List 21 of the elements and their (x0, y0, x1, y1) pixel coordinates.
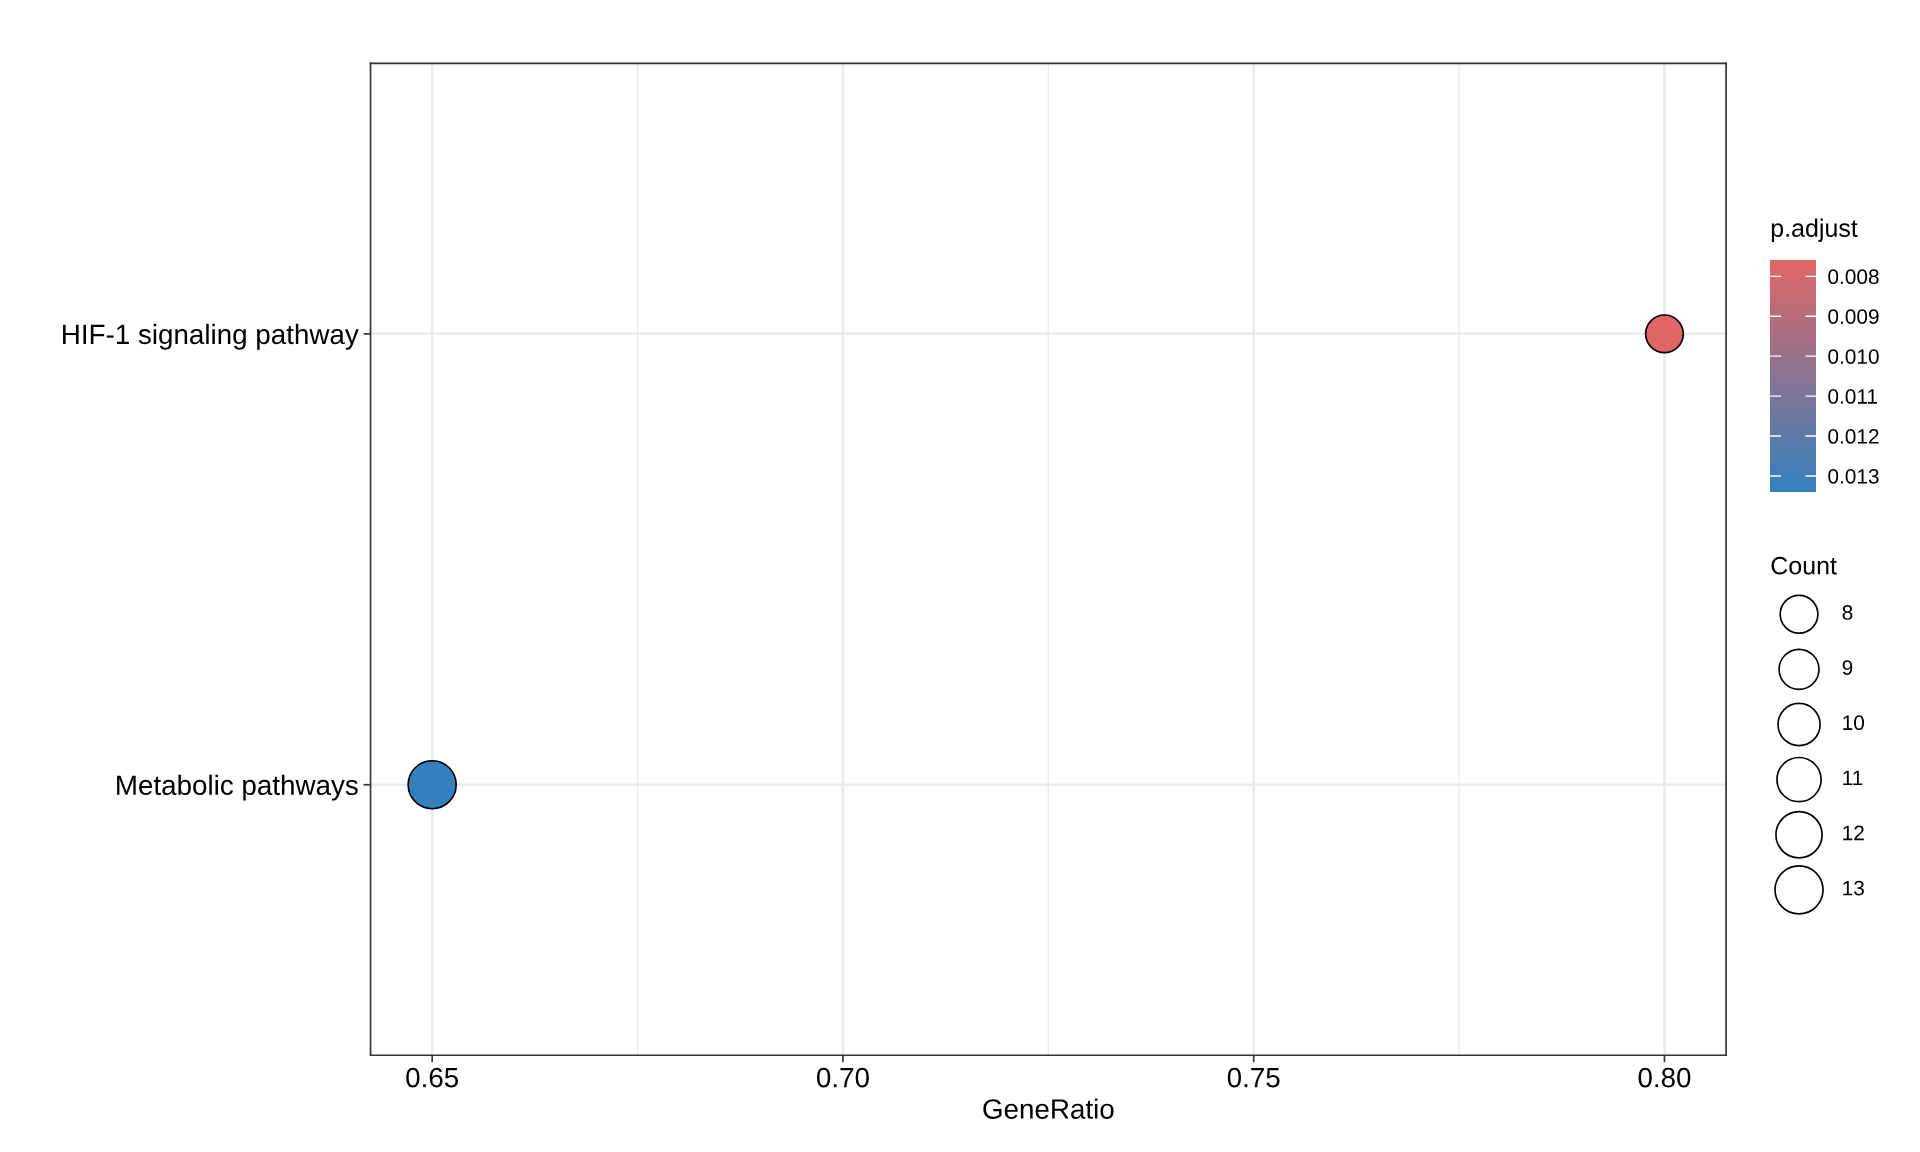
y-tick-label: Metabolic pathways (117, 774, 358, 801)
legend-label: 9 (1842, 660, 1853, 675)
x-tick-label: 0.65 (406, 1067, 459, 1088)
legend-label: 11 (1843, 770, 1863, 785)
color-bar-label: 0.009 (1828, 309, 1879, 324)
legend-title: Count (1771, 556, 1837, 575)
color-bar-label: 0.008 (1828, 269, 1879, 285)
x-tick-label: 0.75 (1227, 1067, 1280, 1088)
x-tick-label: 0.70 (816, 1067, 869, 1088)
color-bar-label: 0.010 (1828, 349, 1879, 364)
color-bar-label: 0.013 (1828, 468, 1879, 484)
color-bar-title: p.adjust (1771, 218, 1858, 242)
legend-label: 10 (1843, 715, 1865, 731)
color-bar-label: 0.012 (1828, 429, 1879, 444)
legend-label: 13 (1843, 880, 1864, 896)
color-bar-label: 0.011 (1828, 389, 1878, 404)
y-tick-label: HIF-1 signaling pathway (63, 323, 359, 350)
legend-label: 8 (1842, 605, 1853, 620)
x-tick-label: 0.80 (1638, 1067, 1691, 1088)
legend-label: 12 (1843, 825, 1864, 841)
x-axis-title: GeneRatio (983, 1098, 1114, 1119)
